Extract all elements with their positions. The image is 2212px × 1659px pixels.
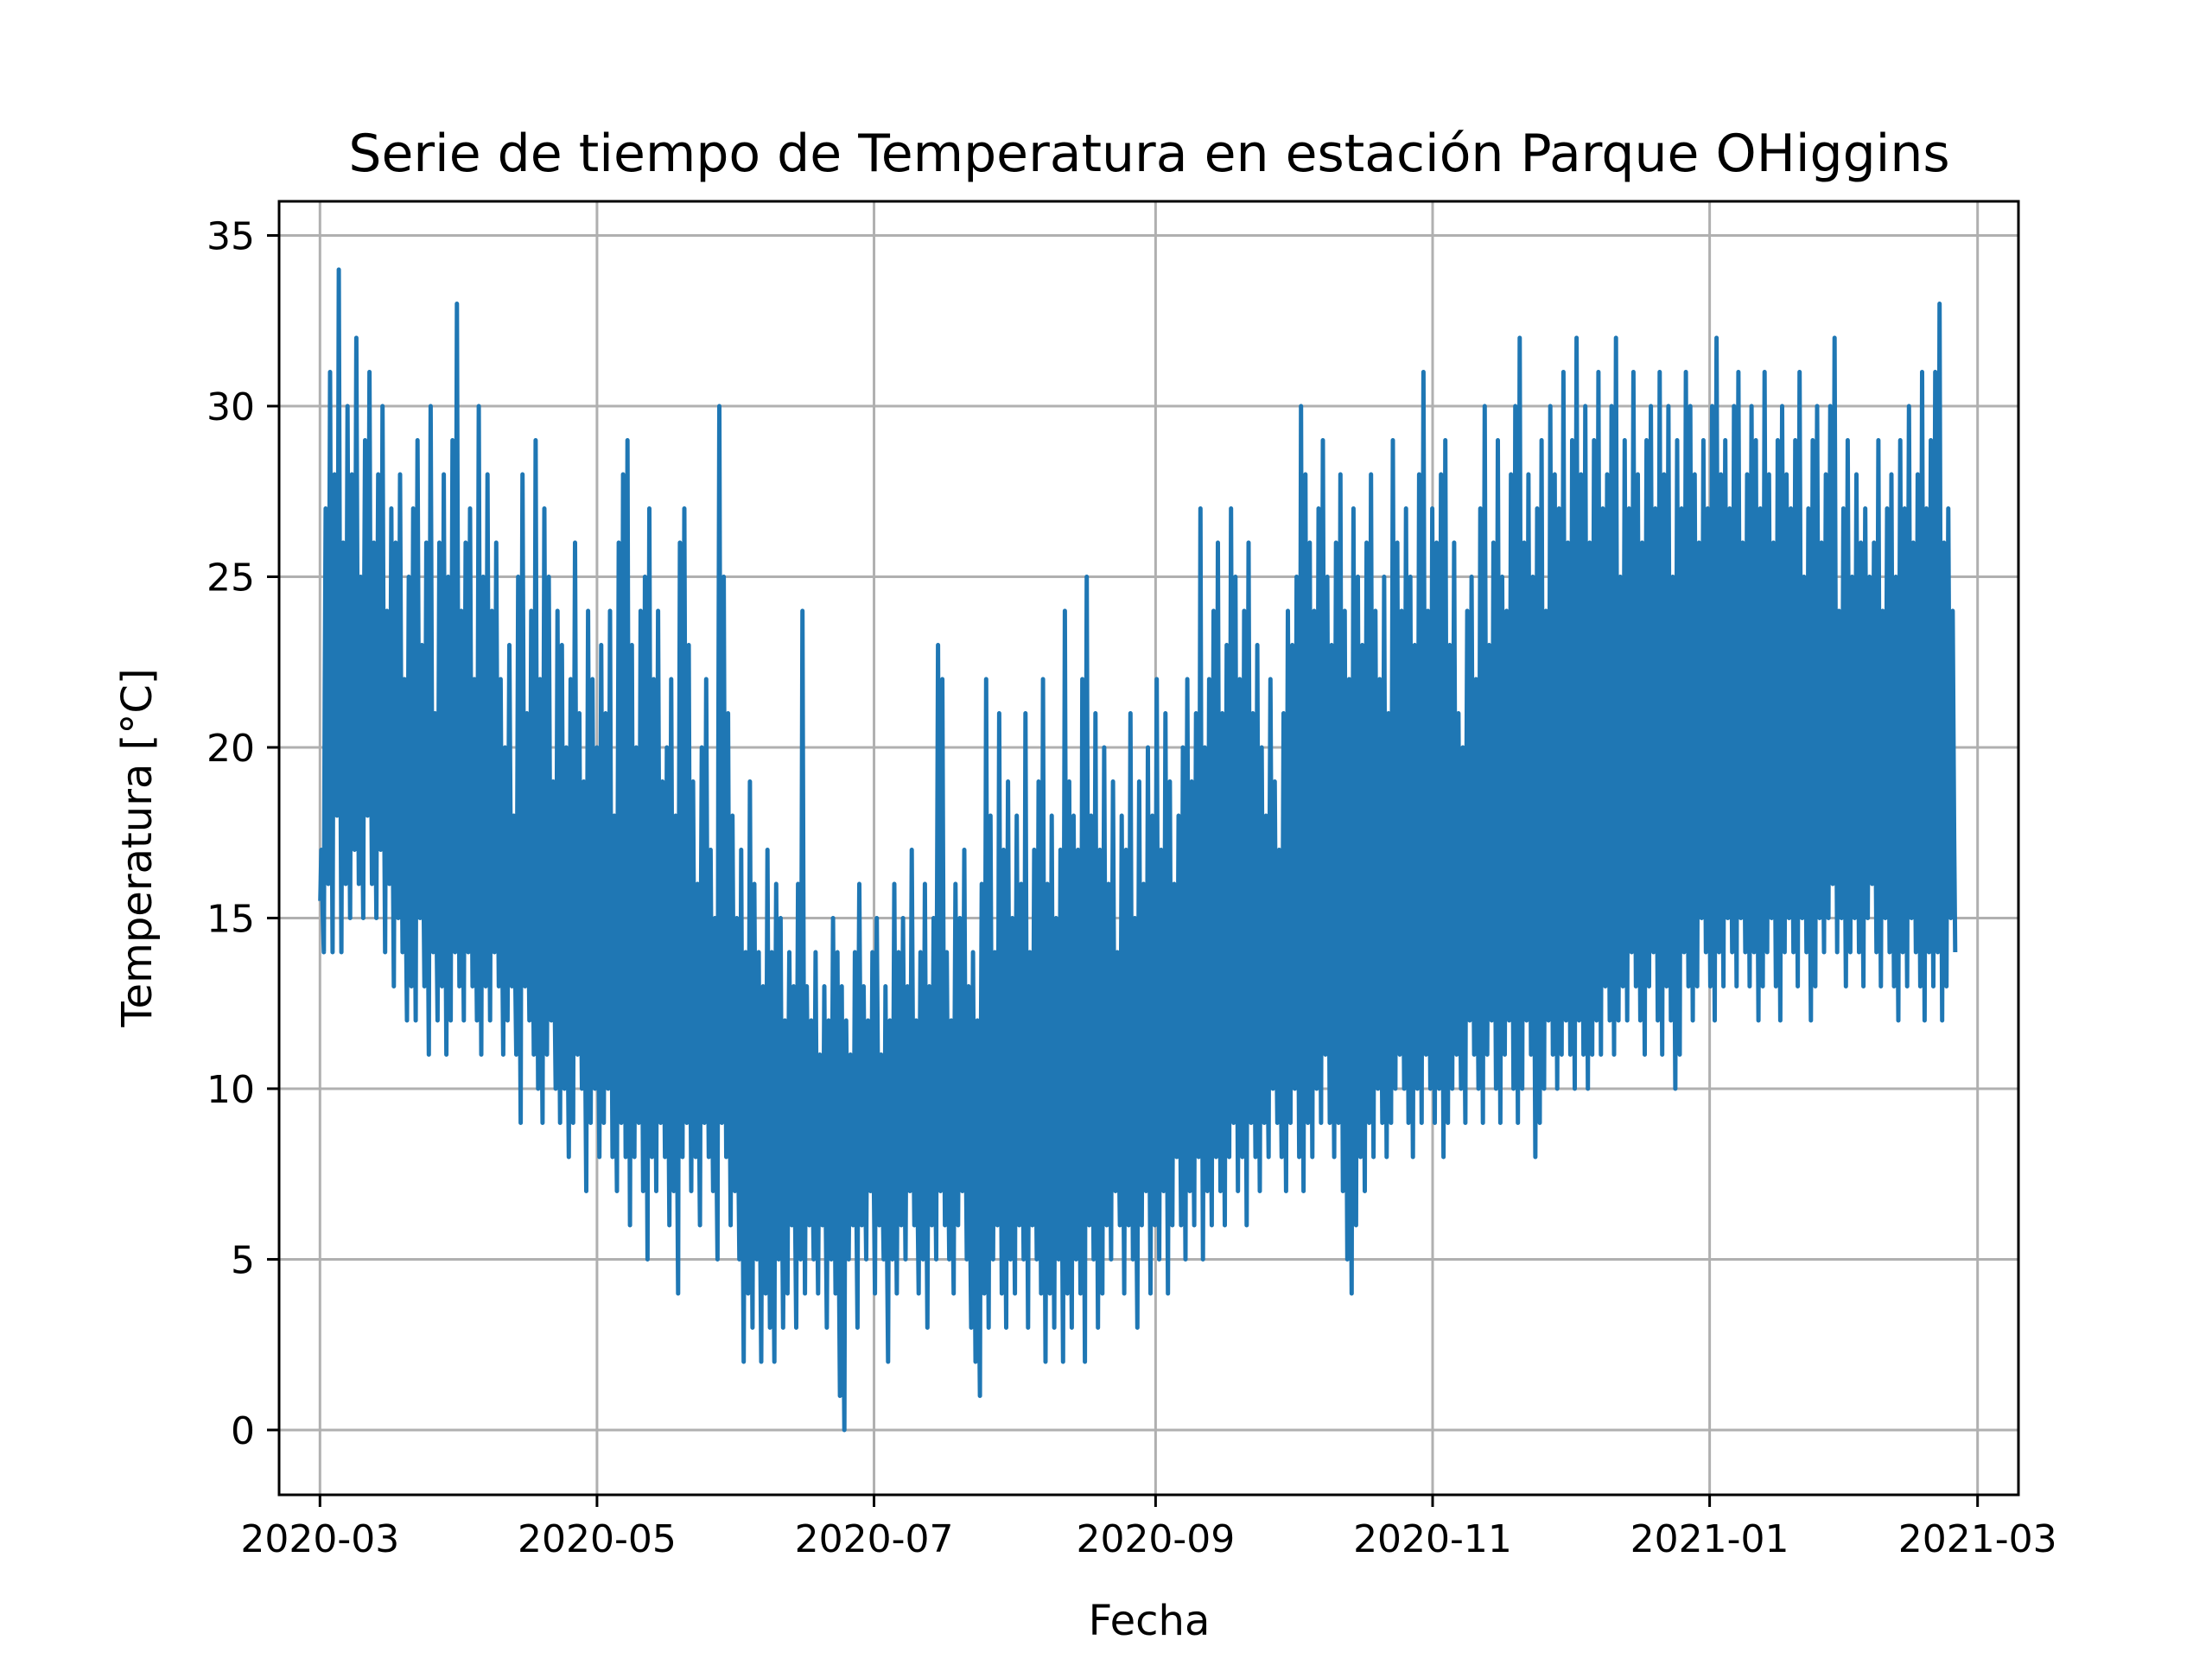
chart-title: Serie de tiempo de Temperatura en estaci… bbox=[348, 124, 1949, 184]
y-tick-label: 35 bbox=[207, 214, 255, 258]
x-tick-label: 2020-05 bbox=[518, 1517, 677, 1561]
y-axis-label: Temperatura [°C] bbox=[113, 668, 162, 1027]
x-tick-label: 2020-11 bbox=[1353, 1517, 1512, 1561]
x-axis-label: Fecha bbox=[1089, 1597, 1211, 1645]
y-tick-label: 0 bbox=[231, 1409, 255, 1453]
y-tick-label: 25 bbox=[207, 556, 255, 600]
plot-frame bbox=[277, 200, 2020, 1497]
y-tick-label: 10 bbox=[207, 1068, 255, 1112]
x-tick-label: 2020-09 bbox=[1076, 1517, 1235, 1561]
temperature-series-line bbox=[318, 267, 1958, 1433]
x-tick-label: 2021-01 bbox=[1630, 1517, 1789, 1561]
x-tick-label: 2021-03 bbox=[1898, 1517, 2057, 1561]
x-tick-label: 2020-07 bbox=[795, 1517, 954, 1561]
y-tick-label: 5 bbox=[231, 1238, 255, 1282]
y-tick-label: 30 bbox=[207, 385, 255, 429]
data-line-layer bbox=[318, 267, 1958, 1433]
y-tick-label: 20 bbox=[207, 727, 255, 771]
x-tick-label: 2020-03 bbox=[240, 1517, 399, 1561]
axis-ticks: 2020-03 2020-05 2020-07 2020-09 2020-11 2021-… bbox=[207, 214, 2057, 1561]
y-tick-label: 15 bbox=[207, 897, 255, 941]
